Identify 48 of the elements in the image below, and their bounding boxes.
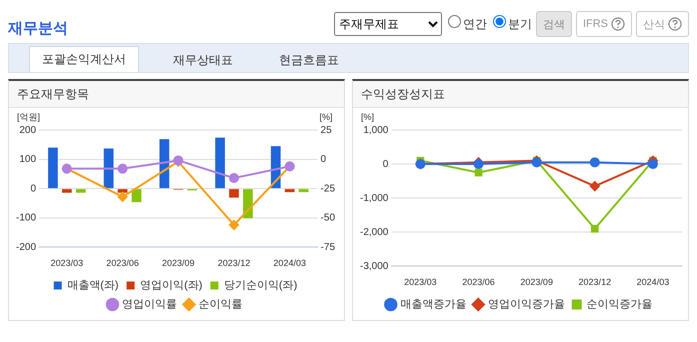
y2-axis-title: [%] — [320, 112, 333, 122]
x-tick-label: 2023/06 — [462, 277, 495, 288]
y-tick-label: -200 — [16, 242, 36, 253]
y-axis-title: [억원] — [17, 112, 40, 122]
y-tick-label: -2,000 — [360, 226, 389, 238]
x-tick-label: 2023/09 — [162, 258, 195, 268]
text: 분기 — [506, 16, 532, 33]
x-tick-label: 2023/06 — [106, 258, 139, 268]
x-tick-label: 2023/03 — [50, 258, 84, 268]
x-tick-label: 2023/03 — [404, 277, 437, 288]
y-axis-title: [%] — [361, 112, 374, 122]
legend-label: 매출액(좌) — [67, 280, 119, 292]
x-tick-label: 2023/12 — [218, 258, 250, 268]
text: 연간 — [462, 16, 487, 33]
y2-tick-label: 25 — [320, 124, 332, 136]
y-tick-label: 200 — [19, 124, 36, 136]
text: 포괄손익계산서 — [29, 46, 139, 72]
legend-label: 매출액증가율 — [400, 298, 466, 311]
text: 현금흐름표 — [278, 52, 340, 69]
y-tick-label: -3,000 — [360, 260, 389, 272]
text: 주재무제표 — [334, 12, 442, 36]
text: 산식 — [636, 11, 689, 37]
legend-label: 영업이익률 — [122, 298, 177, 311]
x-tick-label: 2023/09 — [520, 277, 553, 288]
y-tick-label: 0 — [382, 158, 389, 170]
legend-label: 영업이익증가율 — [488, 298, 565, 311]
y-tick-label: 1,000 — [363, 124, 389, 136]
y-tick-label: 0 — [30, 183, 36, 194]
legend-label: 순이익증가율 — [586, 298, 652, 311]
y2-tick-label: 0 — [320, 154, 327, 166]
text: 검색 — [536, 11, 572, 37]
legend-label: 영업이익(좌) — [140, 280, 202, 292]
x-tick-label: 2024/03 — [636, 277, 670, 288]
y2-tick-label: -50 — [320, 212, 336, 224]
x-tick-label: 2023/12 — [578, 277, 612, 288]
text: 재무상태표 — [172, 52, 234, 69]
text: 재무분석 — [8, 18, 68, 38]
chart-title: 주요재무항목 — [9, 81, 344, 108]
y-tick-label: -100 — [16, 212, 36, 224]
y2-tick-label: -75 — [320, 242, 336, 253]
legend-label: 당기순이익(좌) — [224, 280, 298, 292]
chart-title: 수익성장성지표 — [353, 81, 688, 108]
y2-tick-label: -25 — [320, 183, 336, 194]
x-tick-label: 2024/03 — [273, 258, 306, 268]
y-tick-label: 100 — [19, 154, 36, 166]
text: IFRS — [576, 11, 632, 37]
legend-label: 순이익률 — [198, 298, 242, 311]
y-tick-label: -1,000 — [360, 192, 389, 204]
